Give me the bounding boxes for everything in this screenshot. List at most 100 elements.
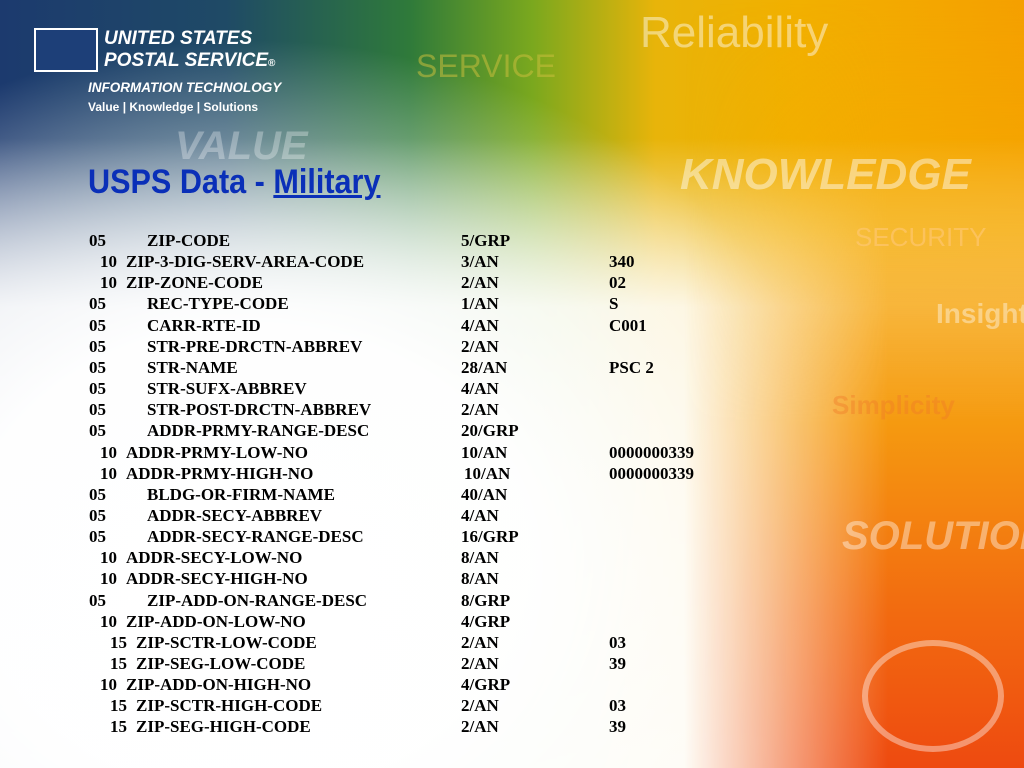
field-name: ADDR-SECY-RANGE-DESC xyxy=(147,527,364,547)
slide-background-accent xyxy=(684,0,1024,768)
field-level: 10 xyxy=(100,252,117,272)
field-value: C001 xyxy=(609,315,647,335)
field-size: 2/AN xyxy=(461,273,499,293)
list-item: 15 ZIP-SCTR-LOW-CODE 2/AN 03 xyxy=(0,633,800,654)
field-level: 05 xyxy=(89,315,106,335)
field-size: 28/AN xyxy=(461,357,508,377)
field-name: ZIP-ADD-ON-LOW-NO xyxy=(126,611,306,631)
field-size: 4/AN xyxy=(461,505,499,525)
watermark-reliability: Reliability xyxy=(640,8,829,57)
field-name: REC-TYPE-CODE xyxy=(147,294,289,314)
field-level: 10 xyxy=(100,675,117,695)
list-item: 10 ADDR-SECY-HIGH-NO 8/AN xyxy=(0,569,800,590)
field-size: 40/AN xyxy=(461,484,508,504)
field-level: 05 xyxy=(89,379,106,399)
field-name: ADDR-PRMY-LOW-NO xyxy=(126,442,308,462)
field-name: ADDR-PRMY-HIGH-NO xyxy=(126,463,314,483)
field-value: 39 xyxy=(609,717,626,737)
list-item: 15 ZIP-SCTR-HIGH-CODE 2/AN 03 xyxy=(0,696,800,717)
field-name: STR-SUFX-ABBREV xyxy=(147,379,307,399)
field-name: CARR-RTE-ID xyxy=(147,315,261,335)
watermark-value: VALUE xyxy=(175,124,308,168)
watermark-solutions: SOLUTIONS xyxy=(842,514,1024,558)
field-size: 8/AN xyxy=(461,548,499,568)
watermark-knowledge: KNOWLEDGE xyxy=(680,150,971,199)
list-item: 05 BLDG-OR-FIRM-NAME 40/AN xyxy=(0,485,800,506)
tagline: Value | Knowledge | Solutions xyxy=(88,100,259,114)
field-level: 15 xyxy=(110,632,127,652)
field-size: 2/AN xyxy=(461,336,499,356)
list-item: 05 ZIP-CODE 5/GRP xyxy=(0,231,800,252)
field-size: 2/AN xyxy=(461,400,499,420)
field-size: 2/AN xyxy=(461,654,499,673)
field-level: 05 xyxy=(89,400,106,420)
field-size: 10/AN xyxy=(464,463,511,483)
field-name: STR-NAME xyxy=(147,357,238,377)
field-level: 15 xyxy=(110,696,127,716)
eagle-icon xyxy=(34,28,98,72)
list-item: 10 ADDR-PRMY-HIGH-NO 10/AN 0000000339 xyxy=(0,464,800,485)
field-value: 39 xyxy=(609,654,626,673)
field-value: S xyxy=(609,294,619,314)
field-size: 20/GRP xyxy=(461,421,519,441)
field-level: 05 xyxy=(89,505,106,525)
field-name: BLDG-OR-FIRM-NAME xyxy=(147,484,335,504)
field-name: ZIP-SEG-HIGH-CODE xyxy=(136,717,311,737)
field-value: PSC 2 xyxy=(609,357,654,377)
field-level: 05 xyxy=(89,484,106,504)
field-level: 10 xyxy=(100,442,117,462)
field-name: ZIP-3-DIG-SERV-AREA-CODE xyxy=(126,252,365,272)
field-level: 05 xyxy=(89,336,106,356)
field-name: ZIP-ADD-ON-RANGE-DESC xyxy=(147,590,368,610)
field-size: 8/GRP xyxy=(461,590,511,610)
field-level: 05 xyxy=(89,231,106,250)
list-item: 05 ADDR-PRMY-RANGE-DESC 20/GRP xyxy=(0,421,800,442)
field-name: ADDR-SECY-ABBREV xyxy=(147,505,323,525)
list-item: 05 STR-SUFX-ABBREV 4/AN xyxy=(0,379,800,400)
field-name: ZIP-ADD-ON-HIGH-NO xyxy=(126,675,312,695)
field-size: 2/AN xyxy=(461,717,499,737)
field-value: 02 xyxy=(609,273,626,293)
list-item: 05 CARR-RTE-ID 4/AN C001 xyxy=(0,316,800,337)
field-size: 4/GRP xyxy=(461,675,511,695)
field-level: 10 xyxy=(100,611,117,631)
field-size: 4/GRP xyxy=(461,611,511,631)
list-item: 15 ZIP-SEG-LOW-CODE 2/AN 39 xyxy=(0,654,800,675)
field-size: 5/GRP xyxy=(461,231,511,250)
list-item: 05 STR-NAME 28/AN PSC 2 xyxy=(0,358,800,379)
watermark-insight: Insight xyxy=(936,298,1024,329)
field-name: STR-PRE-DRCTN-ABBREV xyxy=(147,336,363,356)
field-size: 8/AN xyxy=(461,569,499,589)
list-item: 10 ZIP-3-DIG-SERV-AREA-CODE 3/AN 340 xyxy=(0,252,800,273)
list-item: 05 ZIP-ADD-ON-RANGE-DESC 8/GRP xyxy=(0,591,800,612)
field-size: 4/AN xyxy=(461,379,499,399)
list-item: 10 ZIP-ADD-ON-HIGH-NO 4/GRP xyxy=(0,675,800,696)
field-value: 03 xyxy=(609,696,626,716)
list-item: 10 ZIP-ADD-ON-LOW-NO 4/GRP xyxy=(0,612,800,633)
field-value: 340 xyxy=(609,252,635,272)
field-value: 03 xyxy=(609,632,626,652)
field-level: 05 xyxy=(89,590,106,610)
field-size: 2/AN xyxy=(461,696,499,716)
field-name: ZIP-SCTR-LOW-CODE xyxy=(136,632,317,652)
field-name: ADDR-SECY-LOW-NO xyxy=(126,548,303,568)
field-name: ZIP-SCTR-HIGH-CODE xyxy=(136,696,323,716)
logo-wordmark: UNITED STATES POSTAL SERVICE® xyxy=(104,28,276,71)
field-size: 3/AN xyxy=(461,252,499,272)
field-name: STR-POST-DRCTN-ABBREV xyxy=(147,400,372,420)
field-level: 10 xyxy=(100,569,117,589)
field-level: 05 xyxy=(89,421,106,441)
field-level: 05 xyxy=(89,294,106,314)
military-link[interactable]: Military xyxy=(273,163,381,201)
list-item: 15 ZIP-SEG-HIGH-CODE 2/AN 39 xyxy=(0,717,800,738)
list-item: 05 STR-POST-DRCTN-ABBREV 2/AN xyxy=(0,400,800,421)
list-item: 05 ADDR-SECY-ABBREV 4/AN xyxy=(0,506,800,527)
watermark-simplicity: Simplicity xyxy=(832,390,955,420)
watermark-service: SERVICE xyxy=(416,48,556,84)
field-name: ADDR-PRMY-RANGE-DESC xyxy=(147,421,370,441)
field-level: 10 xyxy=(100,548,117,568)
field-size: 2/AN xyxy=(461,632,499,652)
watermark-security: SECURITY xyxy=(855,222,987,252)
field-name: ZIP-CODE xyxy=(147,231,231,250)
field-level: 15 xyxy=(110,654,127,673)
